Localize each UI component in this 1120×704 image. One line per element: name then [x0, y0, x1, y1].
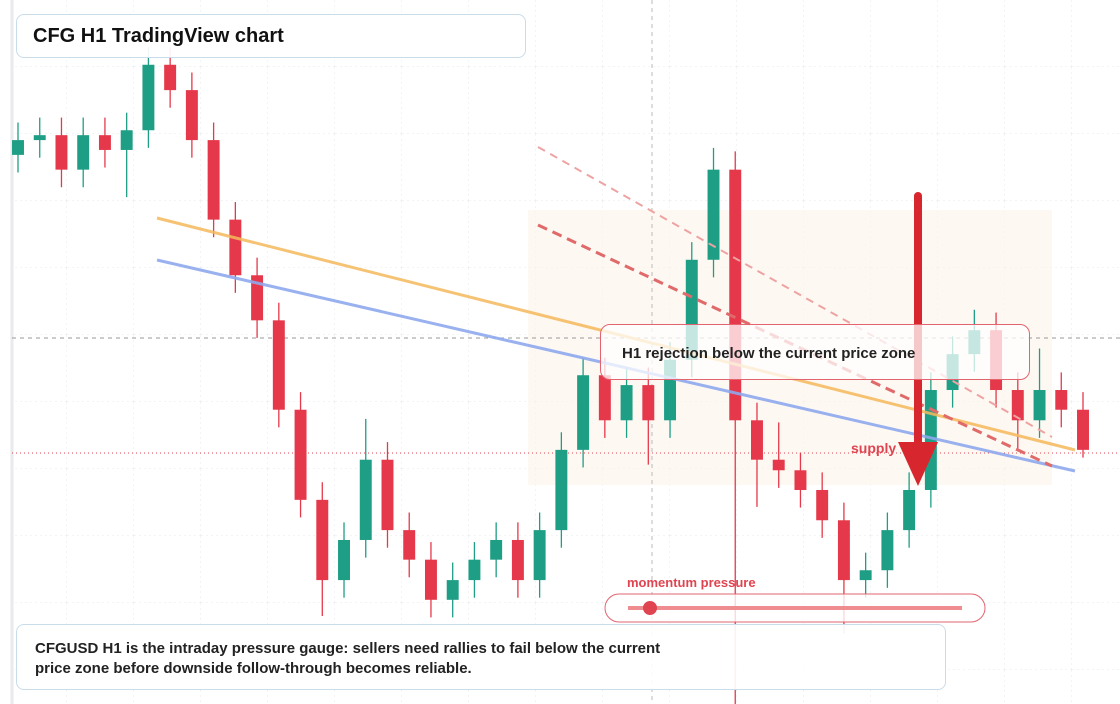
candle-body: [185, 90, 198, 141]
channel-line: [537, 146, 1053, 438]
zone-label: supply: [851, 440, 897, 456]
candle-body: [468, 559, 481, 581]
candle-body: [664, 359, 677, 421]
candle-body: [164, 64, 177, 91]
candle-body: [859, 570, 872, 581]
candle-body: [511, 539, 524, 581]
candle-body: [55, 135, 68, 170]
annotation: H1 rejection below the current price zon…: [600, 324, 1030, 380]
candle-body: [1011, 390, 1024, 421]
caption: CFGUSD H1 is the intraday pressure gauge…: [35, 640, 661, 677]
candle-body: [620, 385, 633, 421]
candle-body: [272, 320, 285, 410]
candle-body: [816, 489, 829, 521]
candle-body: [229, 219, 242, 276]
candle-body: [533, 530, 546, 581]
candle-body: [555, 449, 568, 531]
candle-body: [707, 169, 720, 260]
candle-body: [294, 409, 307, 500]
channel-line: [537, 223, 1053, 468]
candle-body: [1077, 409, 1089, 450]
caption-box: CFGUSD H1 is the intraday pressure gauge…: [16, 624, 946, 690]
candle-body: [837, 520, 850, 581]
gauge-label: momentum pressure: [627, 575, 756, 590]
candle-body: [772, 459, 785, 471]
candle-body: [98, 135, 111, 150]
candle-body: [338, 539, 350, 581]
candle-body: [794, 470, 807, 490]
candle-body: [729, 169, 742, 421]
candle-body: [403, 530, 416, 560]
candle-body: [577, 375, 590, 450]
candle-body: [446, 580, 459, 600]
candle-body: [120, 130, 133, 150]
candle-body: [142, 64, 155, 131]
candle-body: [381, 459, 394, 531]
candle-body: [251, 275, 264, 321]
candle-body: [359, 459, 372, 540]
candle-body: [751, 420, 763, 460]
candle-body: [1033, 390, 1046, 421]
title: CFG H1 TradingView chart: [16, 14, 526, 58]
candle-body: [598, 375, 611, 421]
gauge-knob: [643, 601, 657, 615]
candle-body: [924, 390, 937, 490]
candle-body: [903, 489, 916, 531]
arrow-head: [898, 442, 938, 486]
candle-body: [685, 259, 698, 360]
candle-body: [12, 140, 24, 155]
candle-body: [77, 135, 90, 170]
candle-body: [207, 140, 220, 220]
candle-body: [881, 530, 894, 571]
candle-body: [316, 499, 329, 581]
candle-body: [424, 559, 437, 600]
candle-body: [490, 539, 503, 560]
candle-body: [33, 135, 46, 141]
candle-body: [1055, 390, 1068, 410]
candle-body: [642, 385, 655, 421]
